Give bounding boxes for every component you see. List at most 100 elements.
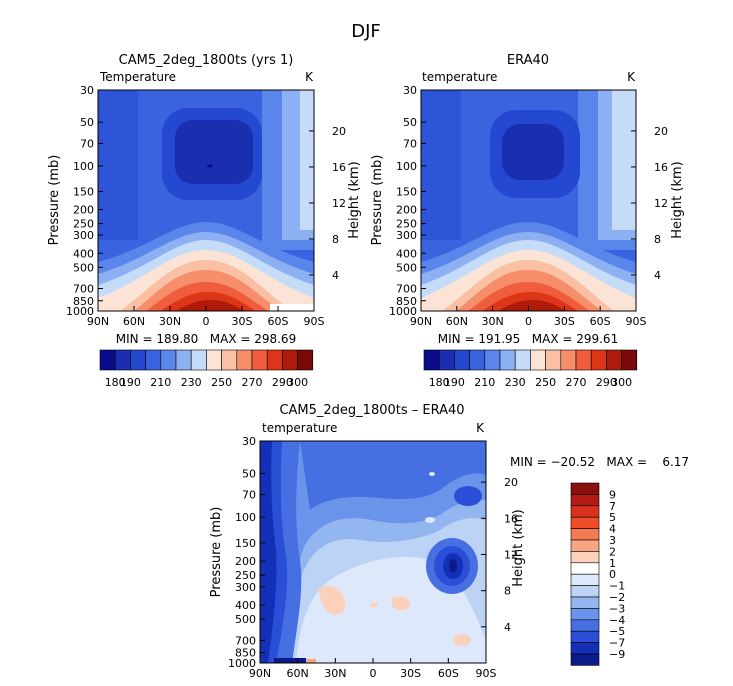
colorbar-label: −7 (609, 637, 625, 650)
colorbar-label: 250 (535, 376, 556, 389)
x-tick-label: 60N (123, 315, 145, 328)
y-tick-label: 250 (396, 218, 417, 231)
x-tick-label: 60S (438, 667, 459, 680)
colorbar-swatch (297, 349, 314, 371)
y-axis-label-right: Height (km) (670, 161, 685, 238)
y-tick-label: 250 (235, 569, 256, 582)
colorbar-label: −1 (609, 580, 625, 593)
colorbar-label: −3 (609, 602, 625, 615)
panel-units: K (627, 70, 636, 84)
contour-fill (502, 124, 564, 180)
panel-difference: CAM5_2deg_1800ts – ERA40 temperature K (209, 403, 689, 680)
colorbar-swatch (99, 349, 116, 371)
colorbar-label: −5 (609, 625, 625, 638)
y-tick-label: 500 (396, 261, 417, 274)
colorbar-label: 180 (429, 376, 450, 389)
x-tick-label: 60N (446, 315, 468, 328)
colorbar-swatch (175, 349, 192, 371)
colorbar-swatch (282, 349, 298, 371)
contour-fill (260, 441, 277, 663)
x-tick-label: 30N (324, 667, 346, 680)
y-tick-label: 700 (73, 283, 94, 296)
colorbar-label: 290 (596, 376, 617, 389)
y-tick-label: 1000 (228, 657, 256, 670)
height-tick-label: 8 (654, 233, 661, 246)
contour-fill (421, 90, 461, 240)
colorbar-label: 210 (150, 376, 171, 389)
x-tick-label: 90S (304, 315, 325, 328)
stats-label: MIN = 191.95 MAX = 299.61 (438, 332, 618, 346)
contour-fill (370, 603, 378, 607)
y-tick-label: 70 (80, 137, 94, 150)
y-tick-label: 700 (396, 283, 417, 296)
contour-fill (429, 472, 435, 476)
colorbar-swatch (266, 349, 283, 371)
colorbar-swatch (621, 349, 638, 371)
panel-reanalysis: ERA40 temperature K 30507010015020025030… (370, 53, 685, 389)
colorbar-label: 9 (609, 488, 616, 501)
y-tick-label: 200 (73, 204, 94, 217)
panel-title: CAM5_2deg_1800ts – ERA40 (279, 403, 464, 418)
height-tick-label: 4 (332, 269, 339, 282)
colorbar-label: −2 (609, 591, 625, 604)
colorbar-swatch (206, 349, 222, 371)
y-tick-label: 400 (235, 599, 256, 612)
colorbar-swatch (570, 539, 600, 552)
colorbar-label: 290 (272, 376, 293, 389)
height-tick-label: 12 (504, 548, 518, 561)
contour-field (421, 90, 636, 311)
y-axis-label-right: Height (km) (347, 161, 362, 238)
y-tick-label: 200 (235, 555, 256, 568)
colorbar-swatch (560, 349, 577, 371)
y-tick-label: 400 (73, 247, 94, 260)
y-tick-label: 100 (396, 160, 417, 173)
contour-fill (306, 659, 316, 663)
contour-field (260, 441, 486, 663)
y-tick-label: 50 (403, 116, 417, 129)
colorbar-swatch (570, 630, 600, 643)
colorbar-swatch (570, 516, 600, 529)
x-tick-label: 90S (476, 667, 497, 680)
y-tick-label: 850 (235, 647, 256, 660)
colorbar-swatch (221, 349, 238, 371)
y-tick-label: 30 (80, 84, 94, 97)
colorbar-swatch (484, 349, 501, 371)
y-tick-label: 400 (396, 247, 417, 260)
contour-fill (318, 585, 345, 615)
height-tick-label: 4 (654, 269, 661, 282)
x-tick-label: 0 (203, 315, 210, 328)
panel-units: K (476, 421, 485, 435)
colorbar-swatch (545, 349, 562, 371)
colorbar-label: 7 (609, 500, 616, 513)
y-tick-label: 850 (396, 295, 417, 308)
colorbar-label: −4 (609, 614, 625, 627)
panel-title: CAM5_2deg_1800ts (yrs 1) (119, 53, 294, 68)
height-tick-label: 20 (504, 476, 518, 489)
y-tick-label: 150 (73, 185, 94, 198)
y-tick-label: 1000 (389, 305, 417, 318)
colorbar-swatch (575, 349, 592, 371)
y-tick-label: 50 (80, 116, 94, 129)
x-tick-label: 30N (159, 315, 181, 328)
colorbar-swatch (236, 349, 253, 371)
colorbar-swatch (514, 349, 531, 371)
x-tick-label: 90N (410, 315, 432, 328)
x-tick-label: 0 (525, 315, 532, 328)
colorbar-swatch (251, 349, 268, 371)
y-tick-label: 150 (235, 537, 256, 550)
colorbar-label: 250 (211, 376, 232, 389)
panel-subtitle: temperature (422, 70, 497, 84)
colorbar-label: 270 (566, 376, 587, 389)
colorbar-swatch (570, 528, 600, 541)
contour-fill (270, 304, 314, 311)
colorbar-swatch (570, 573, 600, 586)
y-tick-label: 30 (403, 84, 417, 97)
colorbar-label: 210 (474, 376, 495, 389)
panel-units: K (305, 70, 314, 84)
contour-fill (98, 90, 138, 240)
y-tick-label: 200 (396, 204, 417, 217)
x-axis: 90N 60N 30N 0 30S 60S 90S (87, 306, 325, 328)
